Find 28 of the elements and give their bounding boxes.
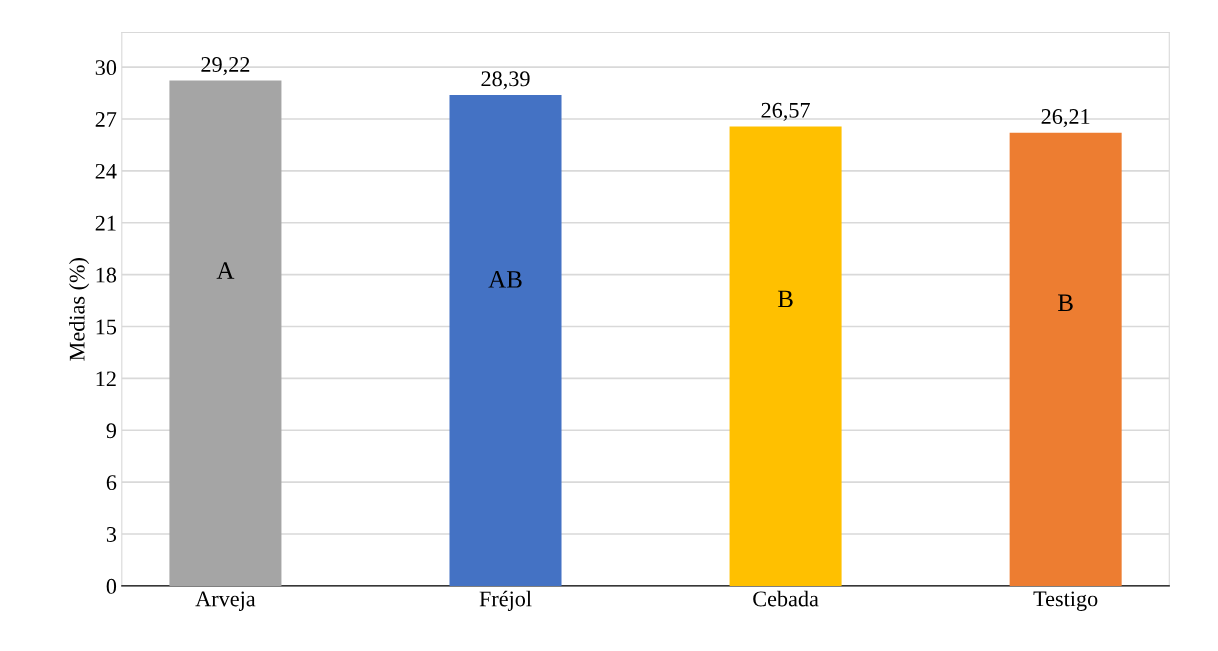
x-tick-label: Fréjol (479, 590, 532, 611)
y-tick-label: 30 (95, 60, 117, 76)
x-tick-label: Cebada (753, 590, 819, 607)
y-tick-label: 0 (106, 578, 117, 594)
y-tick-label: 15 (96, 319, 117, 335)
annotation: B (777, 290, 793, 308)
y-axis-title: Medias (%) (69, 258, 90, 361)
y-tick-label: 21 (95, 215, 116, 231)
data-label: 26,57 (761, 102, 810, 121)
x-tick-label: Testigo (1033, 591, 1098, 611)
data-label: 28,39 (481, 71, 530, 90)
y-tick-label: 18 (96, 267, 117, 283)
y-tick-label: 6 (106, 475, 117, 491)
annotation: B (1058, 294, 1073, 311)
bar (169, 80, 282, 586)
y-tick-label: 24 (95, 163, 117, 179)
y-tick-label: 12 (96, 371, 116, 387)
y-tick-label: 3 (106, 527, 117, 542)
y-tick-label: 9 (106, 423, 117, 439)
bar (729, 126, 842, 586)
bar (449, 94, 562, 586)
annotation: AB (488, 271, 522, 288)
y-tick-label: 27 (95, 112, 117, 127)
x-tick-label: Arveja (195, 591, 256, 611)
bar (1009, 132, 1122, 586)
data-label: 29,22 (201, 57, 250, 76)
annotation: A (216, 262, 235, 279)
data-label: 26,21 (1041, 109, 1090, 128)
